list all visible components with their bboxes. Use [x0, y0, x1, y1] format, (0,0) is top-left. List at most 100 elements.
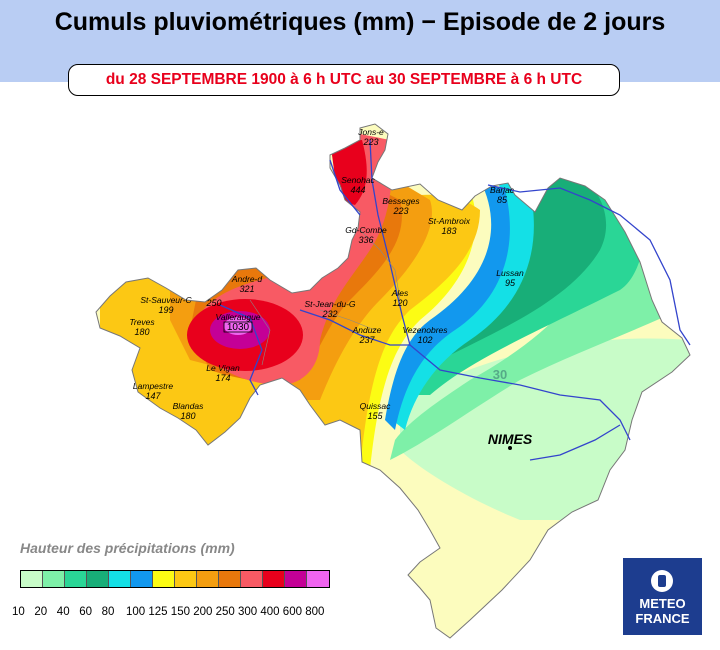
- legend-tick: 150: [170, 606, 190, 618]
- legend-tick: 200: [193, 606, 213, 618]
- legend-swatch: [109, 571, 131, 587]
- station-unnamed-19: 250: [205, 298, 221, 308]
- legend-swatch: [65, 571, 87, 587]
- station-name: Gd-Combe: [345, 225, 387, 235]
- meteo-france-logo: METEO FRANCE: [623, 558, 702, 635]
- legend-tick: 300: [238, 606, 258, 618]
- station-value: 95: [505, 278, 516, 288]
- legend-tick: 400: [260, 606, 280, 618]
- legend-tick: 20: [34, 606, 48, 618]
- legend-tick: 600: [282, 606, 302, 618]
- legend-title: Hauteur des précipitations (mm): [20, 540, 235, 556]
- legend-swatch: [263, 571, 285, 587]
- legend-color-bar: [20, 570, 330, 588]
- station-value: 183: [441, 226, 456, 236]
- station-name: Anduze: [352, 325, 382, 335]
- department-outline: [95, 123, 691, 639]
- station-name: Lampestre: [133, 381, 173, 391]
- legend-swatch: [87, 571, 109, 587]
- station-name: Quissac: [360, 401, 391, 411]
- station-value: 336: [358, 235, 373, 245]
- legend-tick: 125: [148, 606, 168, 618]
- station-labels: Jons-e223Senohac444Besseges223St-Ambroix…: [129, 127, 524, 421]
- legend-swatch: [175, 571, 197, 587]
- legend-tick: 800: [305, 606, 325, 618]
- station-value: 237: [358, 335, 375, 345]
- station-name: Andre-d: [231, 274, 263, 284]
- station-value: 102: [417, 335, 432, 345]
- station-name: Jons-e: [357, 127, 384, 137]
- station-name: Valleraugue: [215, 312, 260, 322]
- legend-swatch: [197, 571, 219, 587]
- station-value: 250: [205, 298, 221, 308]
- station-value: 321: [239, 284, 254, 294]
- legend-tick: 80: [101, 606, 115, 618]
- station-name: St-Ambroix: [428, 216, 471, 226]
- station-value: 180: [134, 327, 149, 337]
- station-value: 180: [180, 411, 195, 421]
- station-name: Le Vigan: [206, 363, 240, 373]
- station-name: Senohac: [341, 175, 375, 185]
- legend-tick: 100: [126, 606, 146, 618]
- period-subtitle: du 28 SEPTEMBRE 1900 à 6 h UTC au 30 SEP…: [68, 64, 620, 96]
- nimes-label: NIMES: [488, 431, 533, 447]
- logo-line-2: FRANCE: [635, 611, 690, 626]
- legend-swatch: [21, 571, 43, 587]
- legend-tick: 40: [56, 606, 70, 618]
- station-value: 199: [158, 305, 173, 315]
- station-value: 232: [321, 309, 337, 319]
- station-name: Barjac: [490, 185, 515, 195]
- station-value: 223: [362, 137, 378, 147]
- legend-swatch: [285, 571, 307, 587]
- legend-swatch: [307, 571, 329, 587]
- max-value-box: [223, 321, 253, 333]
- legend-tick-labels: 10 20 40 60 80 100 125 150 200 250 300 400 600 800: [0, 606, 400, 622]
- station-value: 174: [215, 373, 230, 383]
- legend-swatch: [241, 571, 263, 587]
- station-value: 1030: [227, 322, 250, 333]
- station-name: Lussan: [496, 268, 524, 278]
- station-value: 223: [392, 206, 408, 216]
- station-name: St-Jean-du-G: [304, 299, 355, 309]
- station-name: Besseges: [382, 196, 420, 206]
- legend-tick: 250: [215, 606, 235, 618]
- nimes-city: NIMES: [488, 431, 533, 450]
- station-value: 120: [392, 298, 407, 308]
- legend-swatch: [43, 571, 65, 587]
- station-name: Ales: [391, 288, 409, 298]
- legend-tick: 10: [12, 606, 25, 618]
- station-value: 444: [350, 185, 365, 195]
- legend-swatch: [131, 571, 153, 587]
- station-value: 147: [145, 391, 161, 401]
- station-name: Treves: [129, 317, 155, 327]
- logo-line-1: METEO: [639, 596, 686, 611]
- station-value: 85: [497, 195, 508, 205]
- legend-swatch: [219, 571, 241, 587]
- page-title: Cumuls pluviométriques (mm) − Episode de…: [54, 8, 666, 36]
- isohyet-30-label: 30: [493, 367, 507, 382]
- legend-tick: 60: [79, 606, 92, 618]
- rivers: [219, 139, 691, 461]
- station-name: Blandas: [173, 401, 204, 411]
- legend-swatch: [153, 571, 175, 587]
- station-name: St-Sauveur-C: [140, 295, 192, 305]
